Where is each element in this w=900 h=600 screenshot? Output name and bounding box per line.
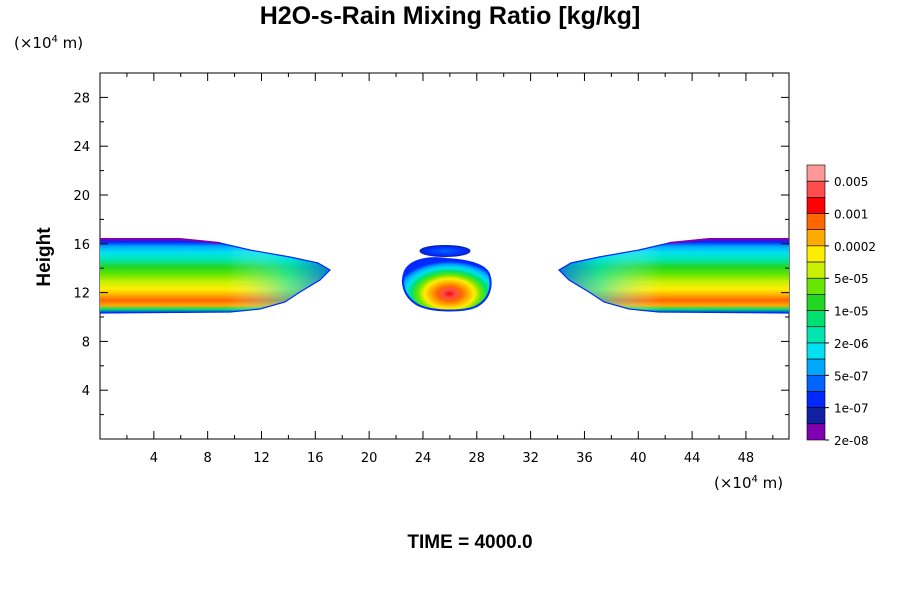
x-tick-label: 32 (522, 451, 539, 466)
upper-rain-cell (419, 245, 471, 257)
x-tick-label: 20 (361, 451, 378, 466)
colorbar-label: 5e-05 (834, 272, 869, 286)
colorbar-swatch (806, 407, 826, 425)
colorbar-swatch (806, 326, 826, 344)
x-tick-label: 28 (469, 451, 486, 466)
y-axis: 4 8 12 16 20 24 28 (73, 91, 789, 416)
colorbar-swatch (806, 391, 826, 408)
colorbar-swatch (806, 342, 826, 360)
colorbar-label: 0.0002 (834, 240, 876, 254)
colorbar-swatch (806, 180, 826, 198)
y-tick-label: 20 (73, 189, 90, 204)
colorbar-label: 2e-08 (834, 434, 869, 448)
x-tick-label: 12 (253, 451, 270, 466)
colorbar-label: 0.005 (834, 175, 868, 189)
colorbar-swatch (806, 261, 826, 279)
y-tick-label: 4 (82, 384, 90, 399)
colorbar-swatch (806, 245, 826, 263)
colorbar-swatch (806, 277, 826, 295)
x-axis: 4 8 12 16 20 24 28 32 36 40 44 48 (126, 73, 774, 466)
colorbar-swatch (806, 294, 826, 311)
colorbar-swatch (806, 423, 826, 441)
colorbar-swatch (806, 197, 826, 214)
colorbar-swatch (806, 358, 826, 376)
colorbar-label: 2e-06 (834, 337, 869, 351)
y-axis-unit: (×104 m) (14, 34, 84, 52)
y-tick-label: 28 (73, 91, 90, 106)
x-tick-label: 4 (150, 451, 158, 466)
x-tick-label: 44 (684, 451, 701, 466)
colorbar-swatch (806, 374, 826, 392)
colorbar-swatch (806, 213, 826, 231)
x-tick-label: 36 (576, 451, 593, 466)
colorbar-swatch (806, 310, 826, 328)
time-label: TIME = 4000.0 (407, 532, 533, 553)
colorbar-label: 1e-05 (834, 305, 869, 319)
x-tick-label: 24 (415, 451, 432, 466)
colorbar-label: 5e-07 (834, 369, 869, 383)
colorbar-swatch (806, 164, 826, 182)
x-tick-label: 8 (204, 451, 212, 466)
right-rain-layer (558, 238, 790, 314)
center-rain-cell (401, 257, 492, 312)
x-tick-label: 48 (738, 451, 755, 466)
colorbar-swatch (806, 229, 826, 247)
x-axis-unit: (×104 m) (714, 474, 784, 492)
left-rain-layer (99, 238, 331, 314)
colorbar-label: 0.001 (834, 208, 868, 222)
y-tick-label: 24 (73, 140, 90, 155)
colorbar-legend: 0.005 0.001 0.0002 5e-05 1e-05 2e-06 5e-07 1e-0… (806, 164, 876, 448)
colorbar-label: 1e-07 (834, 402, 869, 416)
x-tick-label: 16 (307, 451, 324, 466)
chart-title: H2O-s-Rain Mixing Ratio [kg/kg] (259, 2, 641, 30)
y-tick-label: 16 (73, 238, 90, 253)
x-tick-label: 40 (630, 451, 647, 466)
y-tick-label: 8 (82, 335, 90, 350)
y-axis-label: Height (34, 227, 55, 287)
y-tick-label: 12 (73, 287, 90, 302)
